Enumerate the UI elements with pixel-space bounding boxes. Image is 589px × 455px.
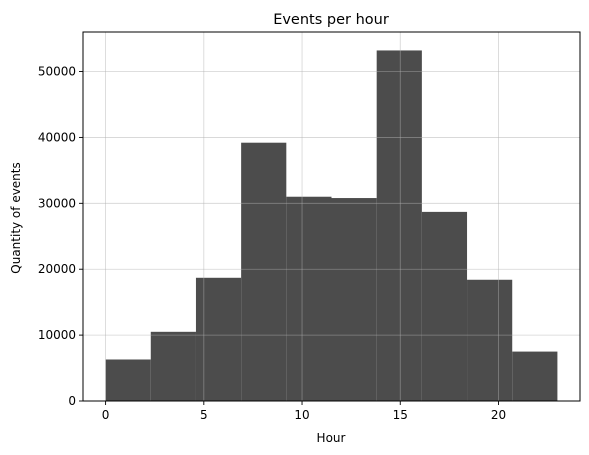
chart-title: Events per hour [273,12,389,28]
histogram-bar-5 [331,198,377,401]
histogram-bar-8 [467,279,513,401]
y-tick-label-2: 20000 [38,262,76,276]
histogram-bar-1 [150,331,196,401]
y-tick-label-4: 40000 [38,130,76,144]
x-tick-label-4: 20 [491,408,506,422]
histogram-bar-0 [105,359,151,401]
ticks: 0 5 10 15 20 0 10000 20000 30000 40000 50000 [38,65,506,422]
plot-frame [82,31,581,402]
histogram-bar-4 [286,196,332,401]
y-tick-label-3: 30000 [38,196,76,210]
axes [82,31,581,402]
histogram-bar-9 [512,351,558,401]
y-tick-label-1: 10000 [38,328,76,342]
x-tick-label-0: 0 [102,408,110,422]
bars [105,50,558,401]
y-tick-label-5: 50000 [38,65,76,79]
histogram-bar-7 [421,211,468,401]
histogram-bar-2 [195,277,242,401]
x-axis-label: Hour [317,431,346,445]
y-tick-label-0: 0 [68,394,76,408]
histogram-bar-3 [241,142,287,401]
x-tick-label-2: 10 [294,408,309,422]
y-axis-label: Quantity of events [9,162,23,273]
x-tick-label-3: 15 [393,408,408,422]
x-tick-label-1: 5 [200,408,208,422]
histogram-bar-6 [376,50,422,401]
